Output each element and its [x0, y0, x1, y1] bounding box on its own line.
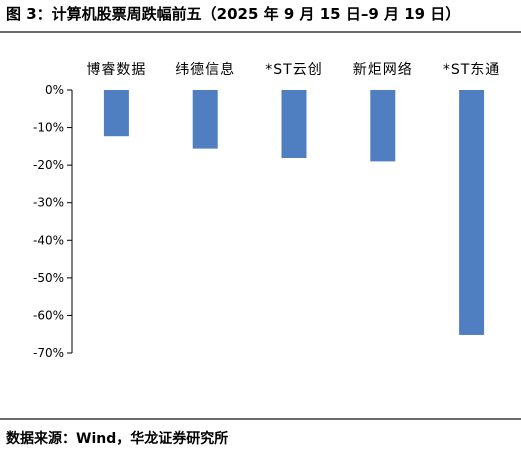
y-tick-label: -50%	[33, 271, 64, 285]
y-tick-label: -40%	[33, 233, 64, 247]
bar	[459, 90, 485, 335]
source-note: 数据来源：Wind，华龙证券研究所	[6, 431, 229, 447]
y-axis: 0% -10% -20% -30% -40% -50% -60% -70%	[33, 83, 73, 360]
category-label: 新炬网络	[353, 62, 413, 78]
bar	[281, 90, 307, 159]
figure-title: 图 3：计算机股票周跌幅前五（2025 年 9 月 15 日–9 月 19 日）	[6, 5, 461, 23]
y-tick-label: -30%	[33, 196, 64, 210]
category-label: 博睿数据	[86, 61, 146, 78]
bar	[192, 90, 218, 149]
y-tick-label: -70%	[33, 346, 64, 360]
category-label: 纬德信息	[175, 61, 235, 78]
y-tick-label: -20%	[33, 158, 64, 172]
category-label: *ST云创	[265, 62, 322, 78]
category-labels: 博睿数据 纬德信息 *ST云创 新炬网络 *ST东通	[86, 61, 500, 78]
bar	[370, 90, 396, 162]
bars	[103, 90, 485, 335]
bar	[103, 90, 129, 137]
top-rule	[0, 31, 521, 33]
y-tick-label: -60%	[33, 308, 64, 322]
category-label: *ST东通	[443, 62, 500, 78]
bottom-rule	[0, 418, 521, 420]
bar-chart: 0% -10% -20% -30% -40% -50% -60% -70% 博睿数据 纬德信息 *…	[33, 61, 500, 360]
y-tick-label: -10%	[33, 121, 64, 135]
y-tick-label: 0%	[45, 83, 64, 97]
